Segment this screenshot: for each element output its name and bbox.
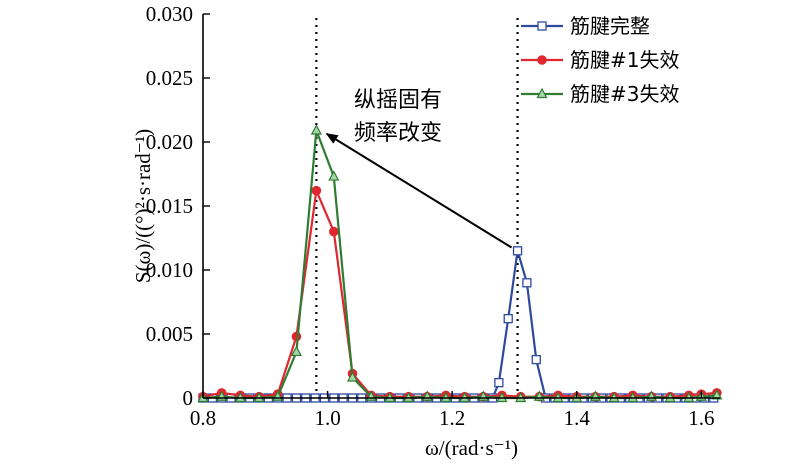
data-point (310, 124, 322, 135)
series-line (202, 189, 717, 398)
data-point (494, 377, 504, 388)
y-tick-label: 0.005 (146, 322, 193, 346)
data-point (503, 313, 513, 324)
data-point (537, 21, 547, 31)
legend-label: 筋腱#3失效 (570, 82, 679, 106)
plot-area (197, 18, 723, 403)
y-tick-label: 0.010 (146, 258, 193, 282)
legend-label: 筋腱完整 (570, 14, 650, 38)
legend-label: 筋腱#1失效 (570, 48, 679, 72)
data-point (531, 354, 541, 365)
y-tick-label: 0.020 (146, 130, 193, 154)
series-line (202, 129, 717, 400)
series-line (203, 249, 714, 400)
y-axis-title: S(ω)/((°)²·s·rad⁻¹) (131, 129, 155, 283)
data-point (711, 389, 723, 400)
data-point (311, 185, 322, 196)
legend-item: 筋腱完整 (521, 14, 650, 38)
y-tick-label: 0.030 (146, 2, 193, 26)
ticks: 0 0.005 0.010 0.015 0.020 0.025 0.030 0.8 1.0 1.2… (146, 2, 715, 430)
data-point (290, 345, 303, 357)
y-tick-label: 0.025 (146, 66, 193, 90)
annotation-text: 纵摇固有 (354, 88, 442, 113)
series-group (197, 124, 723, 403)
series-group (198, 185, 722, 402)
series-group (198, 246, 719, 403)
data-point (329, 226, 339, 237)
y-tick-label: 0.015 (146, 194, 193, 218)
y-tick-label: 0 (183, 386, 194, 410)
x-tick-label: 1.2 (439, 406, 465, 430)
data-point (512, 246, 523, 256)
x-axis-title: ω/(rad·s⁻¹) (425, 436, 518, 460)
data-point (537, 55, 547, 65)
x-tick-label: 1.0 (314, 406, 340, 430)
data-point (328, 170, 340, 181)
legend-item: 筋腱#1失效 (521, 48, 679, 72)
annotation-arrow (325, 132, 513, 249)
x-tick-label: 1.4 (564, 406, 591, 430)
data-point (346, 371, 359, 382)
data-point (291, 331, 302, 342)
x-tick-label: 1.6 (688, 406, 714, 430)
annotation-text: 频率改变 (354, 121, 442, 146)
data-point (522, 278, 532, 288)
legend-item: 筋腱#3失效 (521, 82, 679, 106)
data-point (536, 87, 548, 99)
x-tick-label: 0.8 (190, 406, 216, 430)
